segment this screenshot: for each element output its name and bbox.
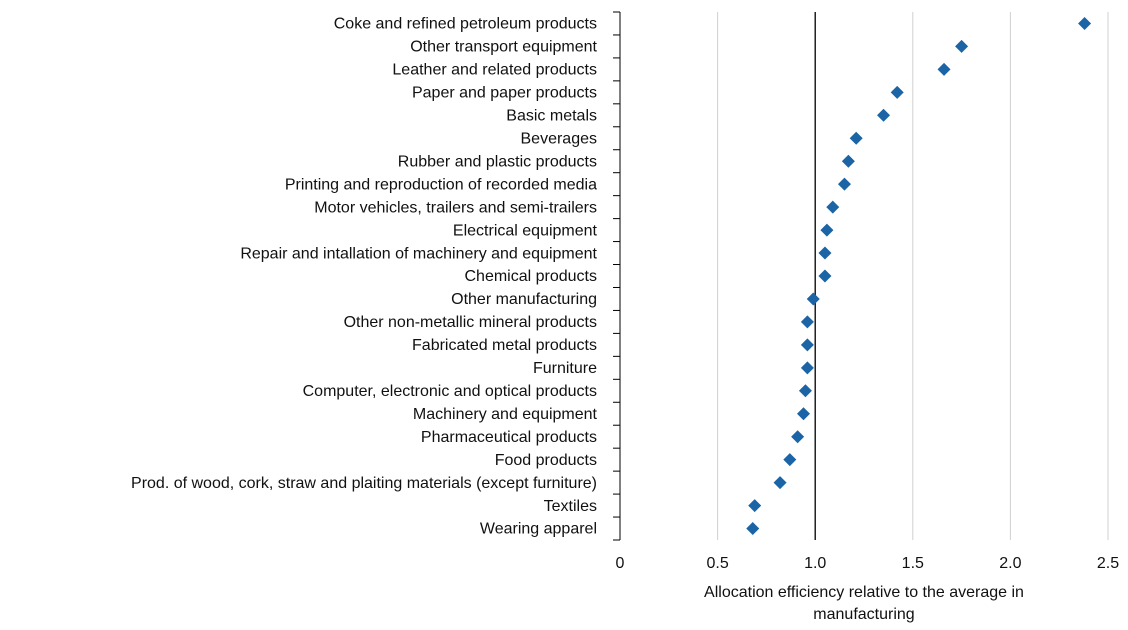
- x-tick-label: 1.5: [902, 555, 924, 572]
- dot-marker: [800, 315, 814, 329]
- y-tick-label: Food products: [495, 452, 597, 469]
- dot-marker: [849, 131, 863, 145]
- x-axis-label: Allocation efficiency relative to the av…: [704, 584, 1024, 623]
- dot-marker: [806, 292, 820, 306]
- dot-marker: [748, 499, 762, 513]
- dot-marker: [746, 522, 760, 536]
- dot-marker: [837, 177, 851, 191]
- dot-marker: [1078, 16, 1092, 30]
- dot-marker: [791, 430, 805, 444]
- y-tick-label: Fabricated metal products: [412, 337, 597, 354]
- dot-marker: [955, 39, 969, 53]
- y-tick-label: Beverages: [521, 130, 598, 147]
- y-tick-label: Chemical products: [465, 268, 598, 285]
- dot-marker: [800, 361, 814, 375]
- x-tick-label: 0: [616, 555, 625, 572]
- y-tick-label: Paper and paper products: [412, 85, 597, 102]
- y-tick-label: Other non-metallic mineral products: [344, 314, 597, 331]
- x-tick-label: 1.0: [804, 555, 826, 572]
- x-tick-label: 2.5: [1097, 555, 1119, 572]
- y-tick-label: Basic metals: [506, 108, 597, 125]
- y-tick-label: Printing and reproduction of recorded me…: [285, 176, 597, 193]
- y-tick-label: Furniture: [533, 360, 597, 377]
- y-tick-label: Motor vehicles, trailers and semi-traile…: [314, 199, 597, 216]
- y-tick-label: Other manufacturing: [451, 291, 597, 308]
- dot-marker: [800, 338, 814, 352]
- y-tick-label: Pharmaceutical products: [421, 429, 597, 446]
- y-tick-label: Prod. of wood, cork, straw and plaiting …: [131, 475, 597, 492]
- dot-marker: [841, 154, 855, 168]
- dot-marker: [783, 453, 797, 467]
- y-tick-label: Leather and related products: [392, 62, 597, 79]
- x-tick-label: 0.5: [706, 555, 728, 572]
- y-tick-label: Other transport equipment: [410, 39, 597, 56]
- dot-marker: [818, 246, 832, 260]
- y-tick-label: Electrical equipment: [453, 222, 598, 239]
- y-tick-label: Wearing apparel: [480, 521, 597, 538]
- y-tick-label: Coke and refined petroleum products: [334, 16, 597, 33]
- dot-marker: [818, 269, 832, 283]
- dot-marker: [798, 384, 812, 398]
- x-tick-label: 2.0: [999, 555, 1021, 572]
- dot-marker: [890, 85, 904, 99]
- y-tick-label: Repair and intallation of machinery and …: [240, 245, 597, 262]
- dot-marker: [773, 476, 787, 490]
- dot-marker: [877, 108, 891, 122]
- dot-marker: [937, 62, 951, 76]
- dot-marker: [796, 407, 810, 421]
- y-tick-label: Rubber and plastic products: [398, 153, 597, 170]
- dot-marker: [826, 200, 840, 214]
- y-tick-label: Machinery and equipment: [413, 406, 598, 423]
- y-tick-label: Textiles: [544, 498, 597, 515]
- dot-marker: [820, 223, 834, 237]
- y-tick-label: Computer, electronic and optical product…: [303, 383, 597, 400]
